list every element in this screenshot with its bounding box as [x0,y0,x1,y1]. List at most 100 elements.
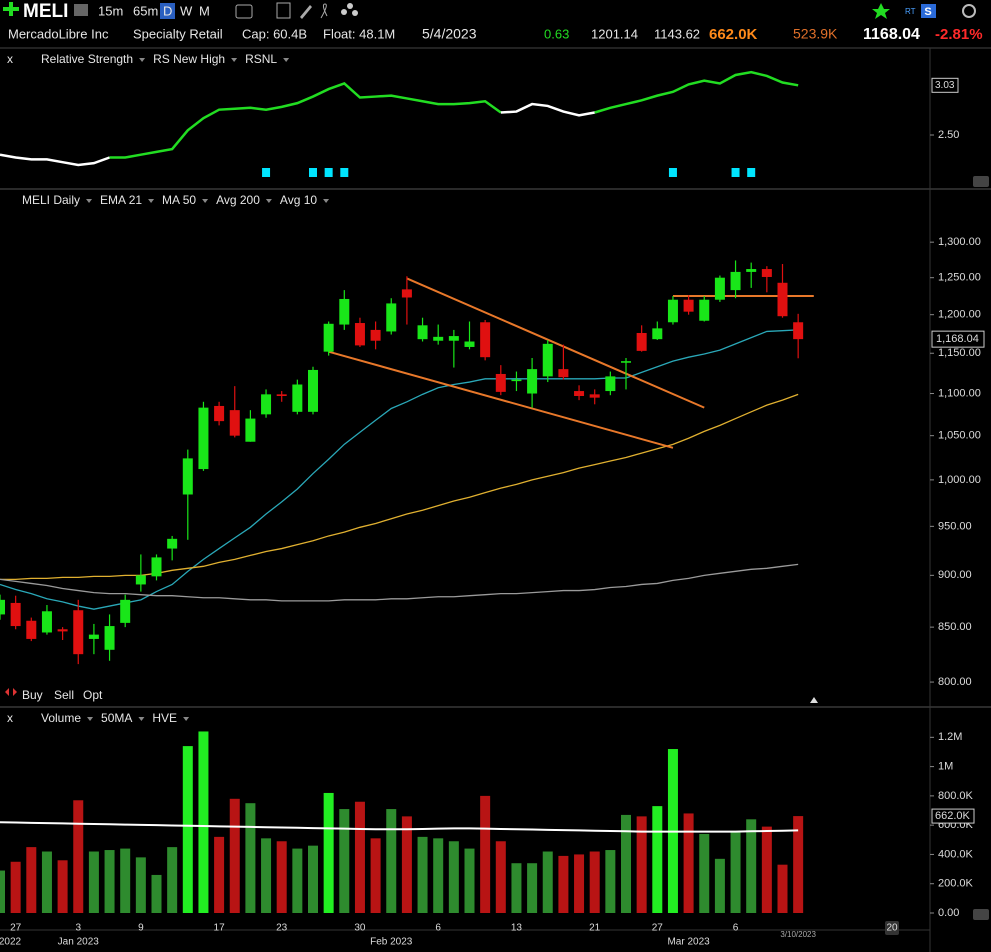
trendline [406,277,705,409]
rs-new-high-marker [340,168,349,177]
trade-arrows[interactable] [5,688,17,696]
volume-bar [104,850,115,913]
volume-bar [198,731,209,913]
candle-body [527,369,538,394]
candle-body [182,458,193,495]
candle-body [761,269,772,277]
nav-button[interactable] [885,921,899,935]
legend-entry[interactable]: Relative Strength [41,52,133,66]
volume-bar [386,809,397,913]
interval-button[interactable]: 65m [133,3,158,18]
close-button[interactable]: x [7,52,13,66]
scroll-button[interactable] [973,176,989,187]
legend-entry[interactable]: RSNL [245,52,277,66]
draw-icon[interactable] [320,3,328,19]
s-icon[interactable] [921,4,936,18]
volume-bar [448,841,459,913]
expand-arrow[interactable] [810,697,818,703]
calc-icon[interactable] [276,2,291,19]
scroll-button[interactable] [973,909,989,920]
x-tick-label: 23 [276,923,288,934]
candle-body [699,299,710,321]
volume-bar [276,841,287,913]
star-icon[interactable] [872,3,890,19]
last-price: 1168.04 [863,26,920,43]
legend-dropdown [265,199,272,203]
candle-body [135,575,146,585]
candle-body [151,557,162,577]
candle-body [793,322,804,340]
trade-button[interactable]: Opt [83,688,103,702]
legend-dropdown [323,199,330,203]
volume-bar [182,746,193,913]
close-button[interactable]: x [7,711,13,725]
legend-dropdown [86,199,93,203]
candle-body [433,336,444,341]
legend-entry[interactable]: HVE [152,711,177,725]
candle-body [511,379,522,382]
interval-button[interactable]: M [199,3,210,18]
legend-entry[interactable]: EMA 21 [100,193,142,207]
candle-body [417,325,428,340]
add-icon[interactable] [3,2,19,16]
candle-body [589,394,600,398]
candle-body [10,602,21,627]
candle-body [401,289,412,298]
trade-button[interactable]: Sell [54,688,74,702]
share-icon[interactable] [341,9,347,15]
rt-badge: RT [905,7,916,16]
candle-body [354,323,365,346]
volume-bar [683,813,694,913]
candle-body [323,323,334,352]
film-icon[interactable] [74,4,88,16]
share-icon[interactable] [347,3,353,9]
x-tick-label: 20 [886,923,898,934]
interval-button[interactable]: 15m [98,3,123,18]
volume-bar [527,863,538,913]
volume-bar [589,851,600,913]
y-tick-label: 1,150.00 [938,347,981,359]
x-tick-label: 3 [75,923,81,934]
interval-button[interactable]: W [180,3,193,18]
volume-bar [10,861,21,913]
volume: 662.0K [709,26,758,43]
volume-bar [229,798,240,913]
x-tick-label: 6 [733,923,739,934]
interval-buttons: 15m 65m D W M [98,3,210,19]
candle-body [104,626,115,650]
share-icon[interactable] [352,10,358,16]
interval-button[interactable]: D [163,3,172,18]
rs-new-high-marker [731,168,740,177]
market-cap: Cap: 60.4B [242,26,307,41]
symbol[interactable]: MELI [23,1,68,22]
x-tick-label: 17 [214,923,226,934]
candle-body [495,373,506,392]
y-tick-label: 850.00 [938,621,972,633]
legend-entry[interactable]: Avg 200 [216,193,260,207]
legend-entry[interactable]: RS New High [153,52,225,66]
trade-button[interactable]: Buy [22,688,43,702]
legend-entry[interactable]: Avg 10 [280,193,317,207]
legend-entry[interactable]: 50MA [101,711,132,725]
legend-entry[interactable]: Volume [41,711,81,725]
y-tick-label: 900.00 [938,569,972,581]
y-tick-label: 800.0K [938,790,974,802]
candle-body [57,629,68,632]
candle-body [574,391,585,396]
candle-body [292,384,303,412]
volume-bar [793,816,804,913]
legend-entry[interactable]: MELI Daily [22,193,80,207]
volume-bar [464,848,475,913]
volume-bar [26,847,37,913]
x-tick-label: 3/10/2023 [780,930,816,939]
pen-icon[interactable] [300,5,312,19]
tv-icon[interactable] [235,4,253,19]
date: 5/4/2023 [422,26,477,42]
last-value-label: 3.03 [935,80,955,91]
change-pct: -2.81% [935,26,983,43]
volume-bar [730,832,741,913]
candle-body [88,634,99,639]
settings-icon[interactable] [962,4,976,18]
legend-entry[interactable]: MA 50 [162,193,196,207]
